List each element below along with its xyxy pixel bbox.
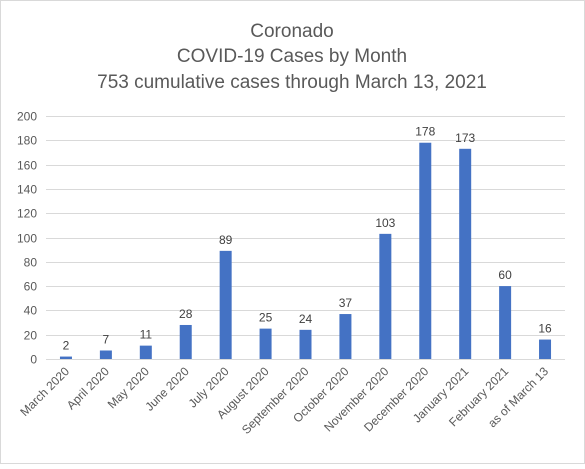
- y-tick-label: 80: [24, 256, 38, 270]
- chart-title-line-3: 753 cumulative cases through March 13, 2…: [97, 72, 487, 93]
- bar: [299, 329, 312, 359]
- bar: [259, 328, 272, 359]
- bar: [419, 142, 432, 359]
- y-tick-label: 20: [24, 329, 38, 343]
- bar: [59, 356, 72, 359]
- bar: [459, 148, 472, 359]
- bar: [139, 345, 152, 359]
- bar: [539, 339, 552, 359]
- data-label: 60: [498, 268, 512, 282]
- data-label: 28: [179, 307, 193, 321]
- y-tick-label: 60: [24, 280, 38, 294]
- data-label: 25: [259, 311, 273, 325]
- bar: [99, 350, 112, 359]
- y-axis-ticks: 0 20 40 60 80 100 120 140 160 180 200: [17, 110, 37, 367]
- data-labels: 2 7 11 28 89 25 24 37 103 178 173 60 16: [63, 125, 552, 353]
- data-label: 7: [103, 332, 110, 346]
- data-label: 103: [375, 216, 395, 230]
- data-label: 173: [455, 131, 475, 145]
- y-tick-label: 180: [17, 134, 37, 148]
- bar: [179, 324, 192, 359]
- data-label: 178: [415, 125, 435, 139]
- bar: [339, 314, 352, 359]
- gridlines: [46, 116, 565, 360]
- y-tick-label: 200: [17, 110, 37, 124]
- bar: [499, 286, 512, 359]
- data-label: 11: [140, 328, 153, 342]
- y-tick-label: 140: [17, 183, 37, 197]
- y-tick-label: 100: [17, 232, 37, 246]
- bar: [219, 250, 232, 359]
- data-label: 2: [63, 339, 70, 353]
- y-tick-label: 40: [24, 304, 38, 318]
- bar: [379, 233, 392, 359]
- data-label: 24: [299, 312, 313, 326]
- y-tick-label: 160: [17, 159, 37, 173]
- y-tick-label: 0: [30, 353, 37, 367]
- bars: [59, 142, 552, 359]
- chart-title-line-1: Coronado: [250, 21, 333, 42]
- y-tick-label: 120: [17, 207, 37, 221]
- chart-title-line-2: COVID-19 Cases by Month: [177, 46, 407, 67]
- data-label: 37: [339, 296, 353, 310]
- data-label: 16: [538, 322, 552, 336]
- chart-title: Coronado COVID-19 Cases by Month 753 cum…: [97, 21, 487, 93]
- data-label: 89: [219, 233, 233, 247]
